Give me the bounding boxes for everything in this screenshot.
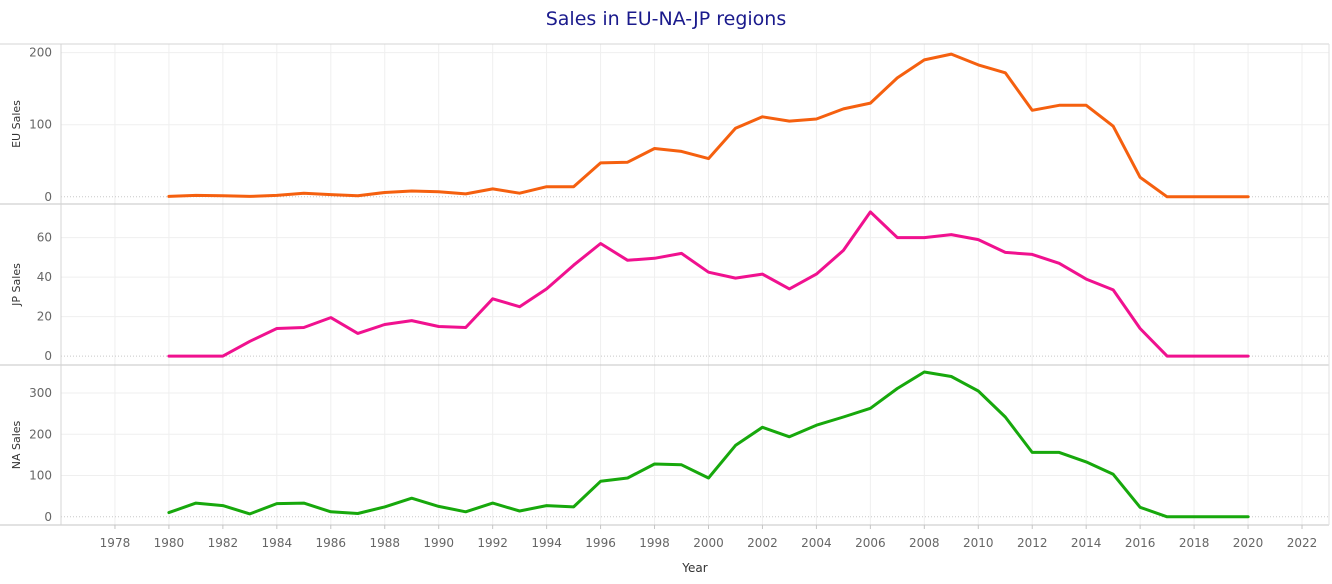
x-tick-label: 1984 xyxy=(262,536,293,550)
y-tick-label: 200 xyxy=(29,427,52,441)
x-tick-label: 2020 xyxy=(1233,536,1264,550)
x-tick-label: 2010 xyxy=(963,536,994,550)
x-tick-label: 1996 xyxy=(585,536,616,550)
x-tick-label: 2016 xyxy=(1125,536,1156,550)
x-tick-label: 1982 xyxy=(208,536,239,550)
x-axis-label: Year xyxy=(681,561,707,575)
x-tick-label: 1992 xyxy=(477,536,508,550)
y-tick-label: 300 xyxy=(29,386,52,400)
x-tick-label: 1978 xyxy=(100,536,131,550)
y-tick-label: 0 xyxy=(44,349,52,363)
y-axis-label: NA Sales xyxy=(10,420,23,469)
x-tick-label: 2014 xyxy=(1071,536,1102,550)
x-tick-label: 2006 xyxy=(855,536,886,550)
y-tick-label: 0 xyxy=(44,510,52,524)
series-line xyxy=(167,52,1250,199)
x-tick-label: 2002 xyxy=(747,536,778,550)
chart-title: Sales in EU-NA-JP regions xyxy=(545,8,787,30)
x-tick-label: 1998 xyxy=(639,536,670,550)
x-tick-label: 2012 xyxy=(1017,536,1048,550)
x-tick-label: 2018 xyxy=(1179,536,1210,550)
x-tick-label: 2000 xyxy=(693,536,724,550)
series-line xyxy=(167,210,1250,358)
y-tick-label: 60 xyxy=(37,231,52,245)
x-tick-label: 1994 xyxy=(531,536,562,550)
y-tick-label: 20 xyxy=(37,310,52,324)
x-tick-label: 1990 xyxy=(423,536,454,550)
x-tick-label: 1988 xyxy=(369,536,400,550)
y-tick-label: 0 xyxy=(44,190,52,204)
x-tick-label: 2008 xyxy=(909,536,940,550)
y-tick-label: 100 xyxy=(29,469,52,483)
y-axis-label: JP Sales xyxy=(10,263,23,307)
x-tick-label: 1986 xyxy=(316,536,347,550)
series-line xyxy=(167,370,1250,519)
y-tick-label: 100 xyxy=(29,118,52,132)
y-tick-label: 200 xyxy=(29,46,52,60)
x-tick-label: 2004 xyxy=(801,536,832,550)
y-axis-label: EU Sales xyxy=(10,100,23,148)
y-tick-label: 40 xyxy=(37,270,52,284)
x-tick-label: 1980 xyxy=(154,536,185,550)
x-tick-label: 2022 xyxy=(1287,536,1318,550)
